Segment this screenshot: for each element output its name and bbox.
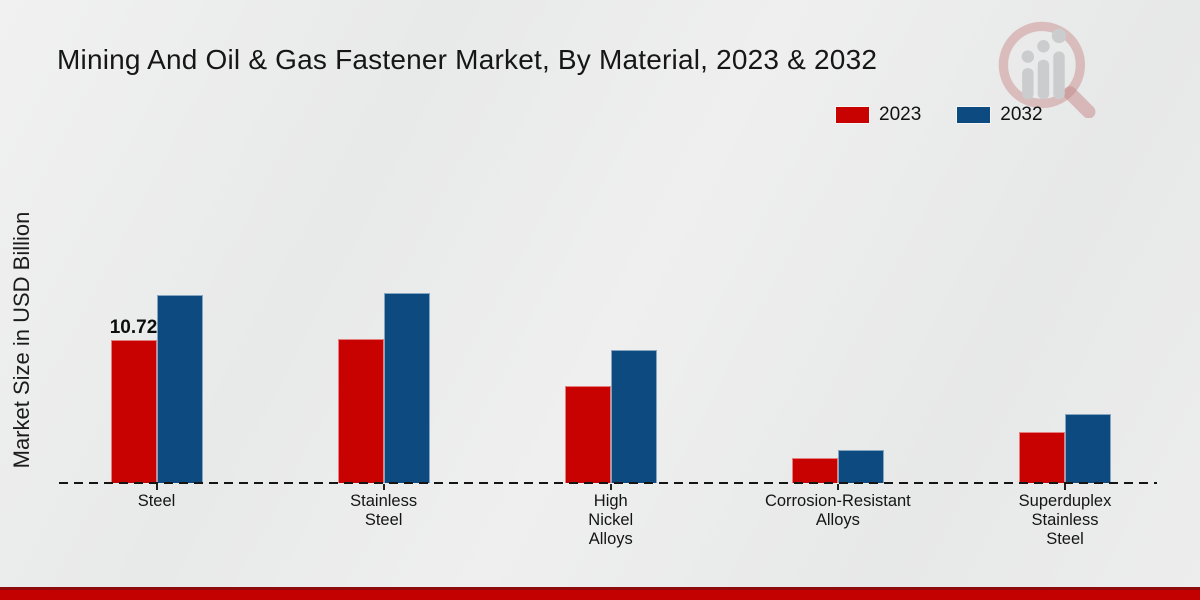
- logo-bars: [1021, 28, 1067, 100]
- bar-2032-steel: [156, 295, 203, 483]
- bar-2032-stainless-steel: [383, 292, 430, 483]
- bar-2023-steel: [110, 340, 157, 483]
- x-axis-tick: [609, 484, 612, 490]
- x-axis-category-label: Stainless Steel: [350, 492, 418, 529]
- x-axis-tick: [836, 484, 839, 490]
- legend-swatch-2032: [957, 107, 991, 123]
- bar-2023-stainless-steel: [337, 339, 384, 483]
- magnifier-bar-chart-logo: [998, 21, 1096, 118]
- zero-baseline: [59, 482, 1157, 484]
- legend-item-2032: 2032: [957, 104, 1043, 126]
- legend-item-2023: 2023: [836, 104, 921, 126]
- x-axis-tick: [1064, 484, 1066, 490]
- legend: 2023 2032: [836, 104, 1043, 126]
- magnifier-ring: [998, 21, 1086, 109]
- magnifier-handle: [1063, 86, 1096, 118]
- x-axis-tick: [155, 484, 158, 490]
- footer-red-band: [0, 587, 1200, 600]
- bar-2032-superduplex-stainless-steel: [1065, 413, 1111, 483]
- bar-value-label: 10.72: [109, 317, 158, 339]
- legend-swatch-2023: [836, 107, 869, 123]
- bar-2032-high-nickel-alloys: [610, 349, 657, 483]
- bar-2023-high-nickel-alloys: [564, 385, 611, 483]
- legend-label-2032: 2032: [1000, 104, 1043, 125]
- x-axis-category-label: High Nickel Alloys: [588, 492, 634, 548]
- y-axis-label: Market Size in USD Billion: [9, 211, 34, 469]
- chart-title: Mining And Oil & Gas Fastener Market, By…: [57, 44, 878, 75]
- legend-label-2023: 2023: [879, 104, 922, 125]
- x-axis-category-label: Steel: [137, 492, 176, 510]
- bar-2023-superduplex-stainless-steel: [1019, 432, 1065, 483]
- x-axis-category-label: Corrosion-Resistant Alloys: [764, 492, 911, 529]
- x-axis-tick: [382, 484, 385, 490]
- bar-2023-corrosion-resistant-alloys: [791, 457, 838, 483]
- bar-2032-corrosion-resistant-alloys: [837, 449, 884, 483]
- x-axis-category-label: Superduplex Stainless Steel: [1018, 492, 1112, 548]
